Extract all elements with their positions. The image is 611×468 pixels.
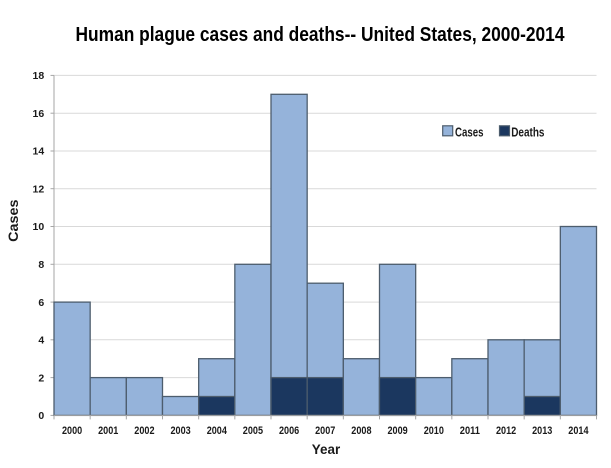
svg-text:2013: 2013 [532,425,552,437]
svg-text:10: 10 [33,221,45,233]
svg-text:12: 12 [33,183,45,195]
svg-text:Deaths: Deaths [511,124,544,139]
svg-text:18: 18 [33,70,45,82]
svg-text:2009: 2009 [388,425,408,437]
svg-text:8: 8 [38,259,44,271]
svg-text:2010: 2010 [424,425,444,437]
svg-text:0: 0 [38,410,44,422]
svg-text:2011: 2011 [460,425,480,437]
svg-text:Human plague cases and deaths-: Human plague cases and deaths-- United S… [76,24,566,46]
svg-text:2008: 2008 [351,425,371,437]
svg-text:14: 14 [33,146,45,158]
svg-text:4: 4 [38,335,44,347]
svg-text:2001: 2001 [98,425,118,437]
svg-text:2006: 2006 [279,425,299,437]
svg-text:2005: 2005 [243,425,263,437]
svg-text:2004: 2004 [207,425,228,437]
svg-text:Cases: Cases [5,199,21,242]
svg-text:2003: 2003 [171,425,191,437]
svg-text:2: 2 [38,372,44,384]
svg-text:2000: 2000 [62,425,82,437]
svg-text:Cases: Cases [455,124,484,139]
svg-text:Year: Year [312,441,341,457]
svg-text:2007: 2007 [315,425,335,437]
svg-text:2012: 2012 [496,425,516,437]
svg-text:2002: 2002 [134,425,154,437]
svg-text:2014: 2014 [568,425,589,437]
svg-text:16: 16 [33,108,45,120]
svg-text:6: 6 [38,297,44,309]
